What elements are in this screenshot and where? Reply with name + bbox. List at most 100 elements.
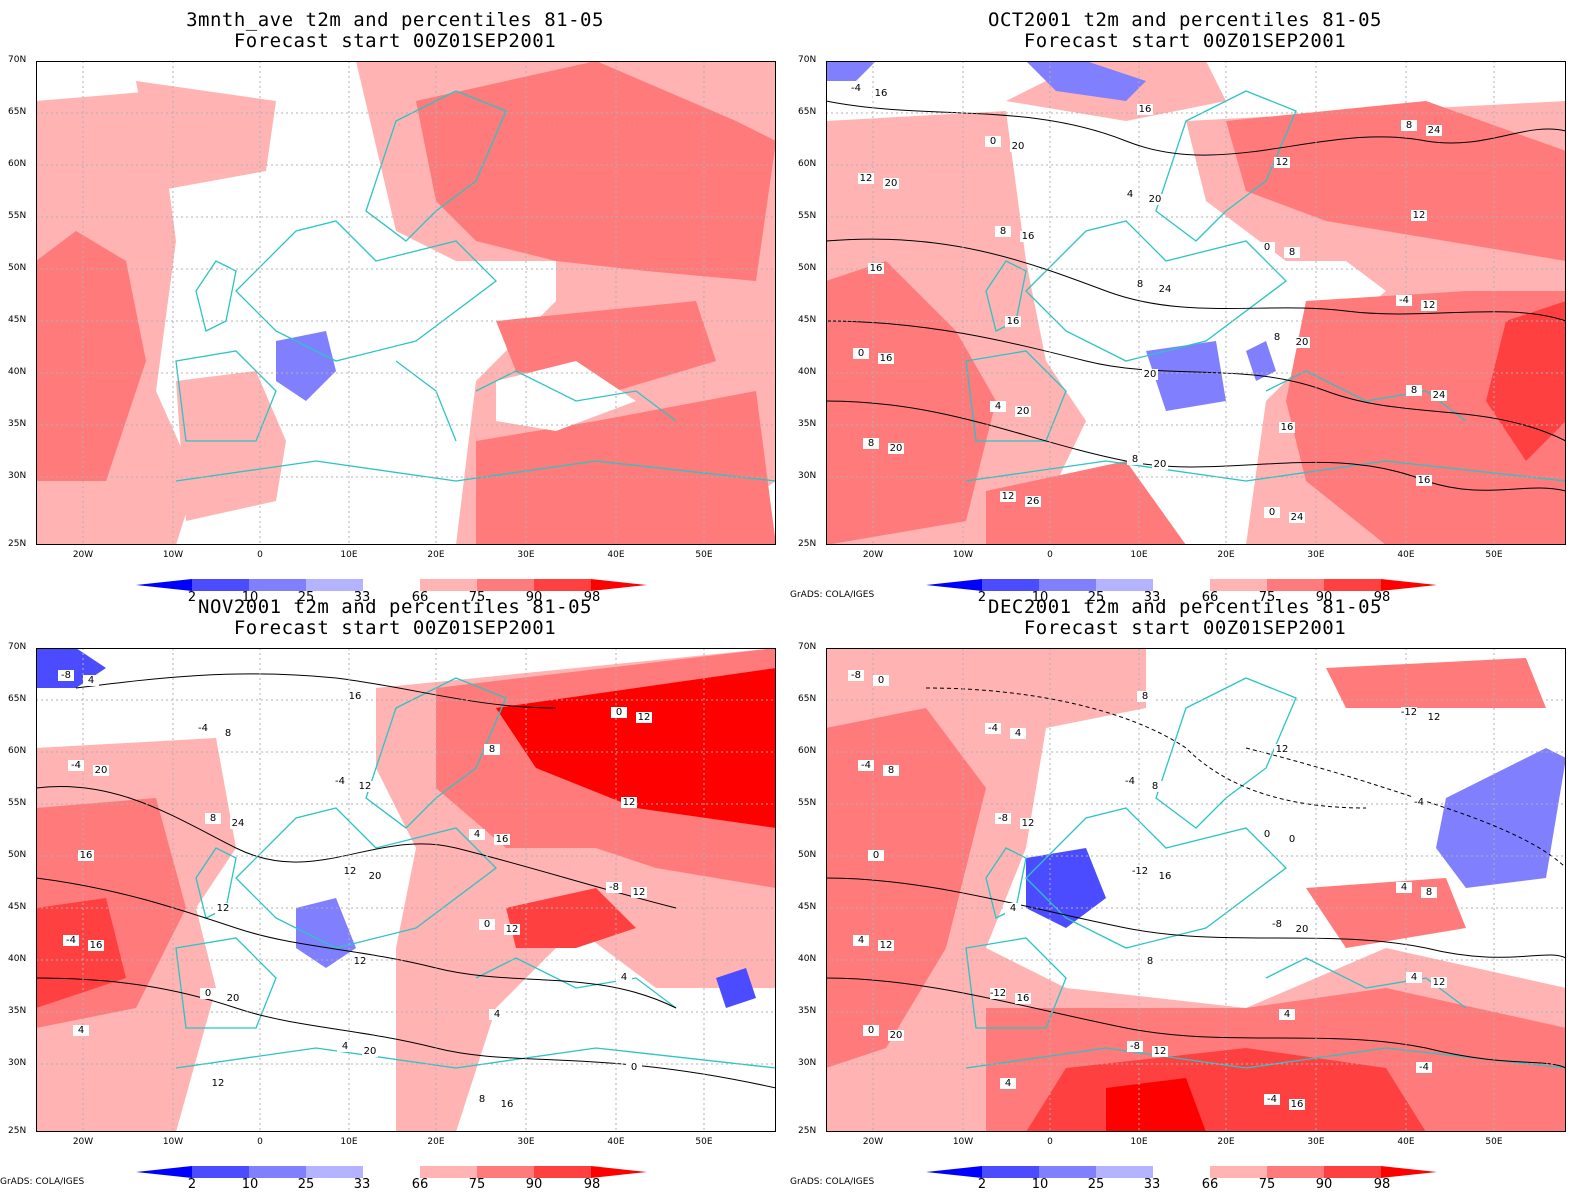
contour-label-bg bbox=[616, 972, 632, 983]
contour-label: 12 bbox=[860, 173, 873, 184]
contour-label-bg bbox=[1147, 781, 1163, 792]
contour-label-bg bbox=[1132, 866, 1148, 877]
contour-label: 0 bbox=[858, 348, 864, 359]
contour-label: 20 bbox=[1017, 406, 1030, 417]
contour-label: 0 bbox=[205, 988, 211, 999]
contour-label-bg bbox=[362, 1046, 378, 1057]
colorbar-segment bbox=[249, 1166, 306, 1178]
lon-tick-label: 10E bbox=[1130, 550, 1148, 560]
contour-label-bg bbox=[1401, 707, 1417, 718]
lat-tick-label: 70N bbox=[8, 55, 27, 65]
contour-label: 12 bbox=[623, 797, 636, 808]
contour-label-bg bbox=[484, 744, 500, 755]
contour-label-bg bbox=[93, 765, 109, 776]
colorbar: 2 10 25 33 66 75 90 98 bbox=[136, 1163, 676, 1192]
colorbar-segment bbox=[1324, 1166, 1381, 1178]
colorbar-label: 90 bbox=[525, 1177, 543, 1192]
panel-subtitle: Forecast start 00Z01SEP2001 bbox=[233, 617, 557, 639]
contour-label: -4 bbox=[988, 723, 998, 734]
colorbar-label: 75 bbox=[1258, 1177, 1276, 1192]
colorbar-label: 98 bbox=[1373, 1177, 1391, 1192]
contour-label: 12 bbox=[354, 956, 367, 967]
colorbar-svg bbox=[136, 579, 647, 591]
lon-tick-label: 30E bbox=[1307, 550, 1325, 560]
contour-label: 12 bbox=[1413, 210, 1426, 221]
contour-label: 20 bbox=[1144, 369, 1157, 380]
contour-label: 0 bbox=[873, 850, 879, 861]
colorbar-segment bbox=[192, 1166, 249, 1178]
contour-label-bg bbox=[1264, 1094, 1280, 1105]
colorbar-segment bbox=[1153, 1166, 1210, 1178]
contour-label-bg bbox=[479, 919, 495, 930]
colorbar-label: 10 bbox=[241, 1177, 259, 1192]
grads-credit: GrADS: COLA/IGES bbox=[790, 590, 875, 600]
contour-label: 12 bbox=[633, 887, 646, 898]
map-svg: -4 0 4 0 -4 0 4 8 0 8 12 8 8 8 8 8 12 16 12 12 16 16 20 16 16 16 2… bbox=[826, 61, 1566, 545]
contour-label-bg bbox=[342, 866, 358, 877]
colorbar-segment bbox=[363, 579, 420, 591]
contour-label: -12 bbox=[990, 988, 1006, 999]
contour-label-bg bbox=[332, 776, 348, 787]
grads-credit: GrADS: COLA/IGES bbox=[0, 1177, 85, 1187]
contour-label-bg bbox=[352, 956, 368, 967]
lon-tick-label: 20W bbox=[72, 1137, 94, 1147]
contour-label-bg bbox=[1127, 454, 1143, 465]
contour-label-bg bbox=[1025, 496, 1041, 507]
contour-label-bg bbox=[1264, 507, 1280, 518]
contour-label: 20 bbox=[1149, 194, 1162, 205]
contour-label-bg bbox=[1431, 977, 1447, 988]
contour-label-bg bbox=[1289, 1099, 1305, 1110]
contour-label: -4 bbox=[1419, 1062, 1429, 1073]
contour-label: 4 bbox=[78, 1025, 84, 1036]
contour-label: -8 bbox=[1130, 1041, 1140, 1052]
contour-label-bg bbox=[1152, 459, 1168, 470]
contour-label: 12 bbox=[1428, 712, 1441, 723]
contour-label: 12 bbox=[506, 924, 519, 935]
contour-label: 16 bbox=[80, 850, 93, 861]
lon-tick-label: 10E bbox=[1130, 1137, 1148, 1147]
contour-label: 20 bbox=[890, 1030, 903, 1041]
colorbar-segment bbox=[1039, 1166, 1096, 1178]
lon-tick-label: 10E bbox=[340, 1137, 358, 1147]
lat-tick-label: 45N bbox=[798, 315, 817, 325]
contour-label: 16 bbox=[1291, 1099, 1304, 1110]
contour-label: 0 bbox=[484, 919, 490, 930]
colorbar-label: 90 bbox=[1315, 590, 1333, 605]
contour-label: 4 bbox=[995, 401, 1001, 412]
colorbar-label: 2 bbox=[187, 1177, 197, 1192]
contour-label: -4 bbox=[198, 723, 208, 734]
contour-label: 8 bbox=[1132, 454, 1138, 465]
contour-label-bg bbox=[888, 443, 904, 454]
lon-tick-label: 40E bbox=[607, 550, 625, 560]
contour-label-bg bbox=[873, 675, 889, 686]
contour-label: 8 bbox=[868, 438, 874, 449]
lat-tick-label: 50N bbox=[798, 850, 817, 860]
colorbar-segment bbox=[420, 579, 477, 591]
colorbar-label: 25 bbox=[1087, 1177, 1105, 1192]
lat-tick-label: 50N bbox=[8, 850, 27, 860]
contour-label: 4 bbox=[1010, 903, 1016, 914]
lon-tick-label: 40E bbox=[1397, 550, 1415, 560]
lat-tick-label: 40N bbox=[8, 954, 27, 964]
contour-label-bg bbox=[868, 850, 884, 861]
contour-label: -8 bbox=[851, 670, 861, 681]
lat-tick-label: 70N bbox=[798, 55, 817, 65]
contour-label-bg bbox=[1416, 475, 1432, 486]
lat-tick-label: 40N bbox=[8, 367, 27, 377]
contour-label-bg bbox=[1005, 903, 1021, 914]
lat-tick-label: 45N bbox=[798, 902, 817, 912]
contour-label: 16 bbox=[1022, 231, 1035, 242]
contour-label-bg bbox=[990, 401, 1006, 412]
contour-label-bg bbox=[1269, 332, 1285, 343]
contour-label: 20 bbox=[1012, 141, 1025, 152]
contour-label: -4 bbox=[1125, 776, 1135, 787]
contour-label: 0 bbox=[1264, 242, 1270, 253]
lat-tick-label: 45N bbox=[8, 315, 27, 325]
contour-label: 0 bbox=[990, 136, 996, 147]
contour-label: 4 bbox=[88, 675, 94, 686]
contour-label: 0 bbox=[1264, 829, 1270, 840]
contour-label-bg bbox=[848, 83, 864, 94]
contour-label: 4 bbox=[1127, 189, 1133, 200]
lat-tick-label: 70N bbox=[8, 642, 27, 652]
panel-dec2001: DEC2001 t2m and percentiles 81-05 Foreca… bbox=[790, 587, 1580, 1192]
